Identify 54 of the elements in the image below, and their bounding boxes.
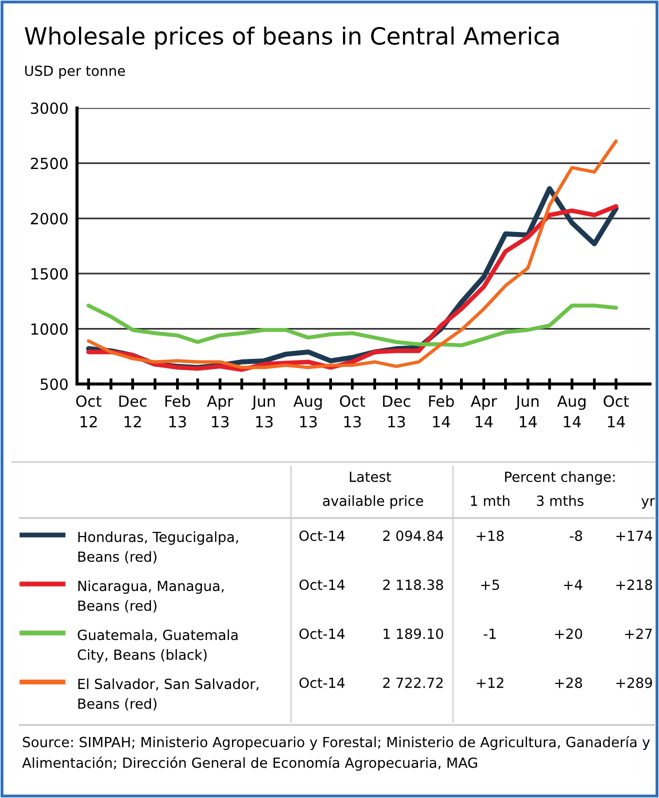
line-series — [86, 304, 618, 348]
text: +28 — [555, 678, 582, 688]
text: +12 — [476, 678, 504, 688]
x-tick-label: Aug 13 — [293, 396, 322, 428]
x-tick-label: Apr 13 — [206, 396, 234, 428]
text: +20 — [555, 628, 582, 640]
text: +174 — [616, 530, 652, 541]
source-note: Source: SIMPAH; Ministerio Agropecuario y Forestal; Ministerio de Agricultura, Ganadería y Alimentación; Dirección General de Economía Agropecuaria, MAG — [22, 736, 650, 771]
x-tick-label: Feb 14 — [429, 395, 454, 428]
text: 2 722.72 — [383, 678, 443, 688]
text: 1 189.10 — [384, 628, 444, 640]
text: Percent change: — [505, 471, 615, 485]
y-tick-label: 2500 — [30, 158, 68, 170]
y-tick-label: 1500 — [31, 268, 68, 280]
text: +5 — [481, 580, 500, 590]
x-tick-label: Feb 13 — [165, 395, 190, 428]
text: Oct-14 — [299, 580, 345, 590]
text: yr — [641, 498, 655, 509]
x-tick-label: Dec 13 — [383, 396, 410, 428]
x-tick-label: Oct 13 — [340, 395, 366, 428]
text: +289 — [616, 678, 652, 688]
text: available price — [322, 495, 424, 509]
text: Oct-14 — [299, 530, 345, 542]
text: +218 — [616, 580, 652, 590]
y-tick-label: 500 — [40, 378, 68, 390]
x-tick-label: Aug 14 — [557, 396, 586, 428]
x-tick-label: Jun 14 — [515, 396, 539, 428]
x-tick-label: Apr 14 — [470, 396, 498, 428]
text: 2 094.84 — [383, 530, 444, 542]
x-tick-label: Oct 14 — [604, 395, 629, 428]
text: Oct-14 — [299, 628, 345, 640]
legend-label: El Salvador, San Salvador, Beans (red) — [78, 678, 258, 711]
text: 3 mths — [536, 495, 584, 506]
x-tick-label: Dec 12 — [119, 396, 146, 428]
text: 1 mth — [471, 495, 510, 506]
text: 2 118.38 — [383, 580, 444, 590]
y-tick-label: 2000 — [30, 212, 68, 224]
legend-label: Guatemala, Guatemala City, Beans (black) — [78, 629, 238, 663]
chart-title: Wholesale prices of beans in Central America — [24, 26, 559, 50]
y-tick-label: 3000 — [30, 102, 68, 114]
text: Latest — [350, 472, 392, 482]
x-tick-label: Jun 13 — [251, 396, 275, 428]
text: +27 — [625, 628, 652, 639]
y-tick-label: 1000 — [31, 323, 68, 335]
text: +18 — [476, 530, 504, 542]
y-axis-title: USD per tonne — [25, 66, 125, 79]
legend-label: Nicaragua, Managua, Beans (red) — [78, 580, 224, 613]
x-tick-label: Oct 12 — [76, 395, 102, 428]
legend-label: Honduras, Tegucigalpa, Beans (red) — [78, 531, 238, 564]
text: +4 — [564, 580, 582, 590]
text: Oct-14 — [299, 678, 345, 688]
text: -8 — [570, 530, 582, 542]
line-series — [86, 139, 618, 370]
text: -1 — [484, 628, 496, 639]
